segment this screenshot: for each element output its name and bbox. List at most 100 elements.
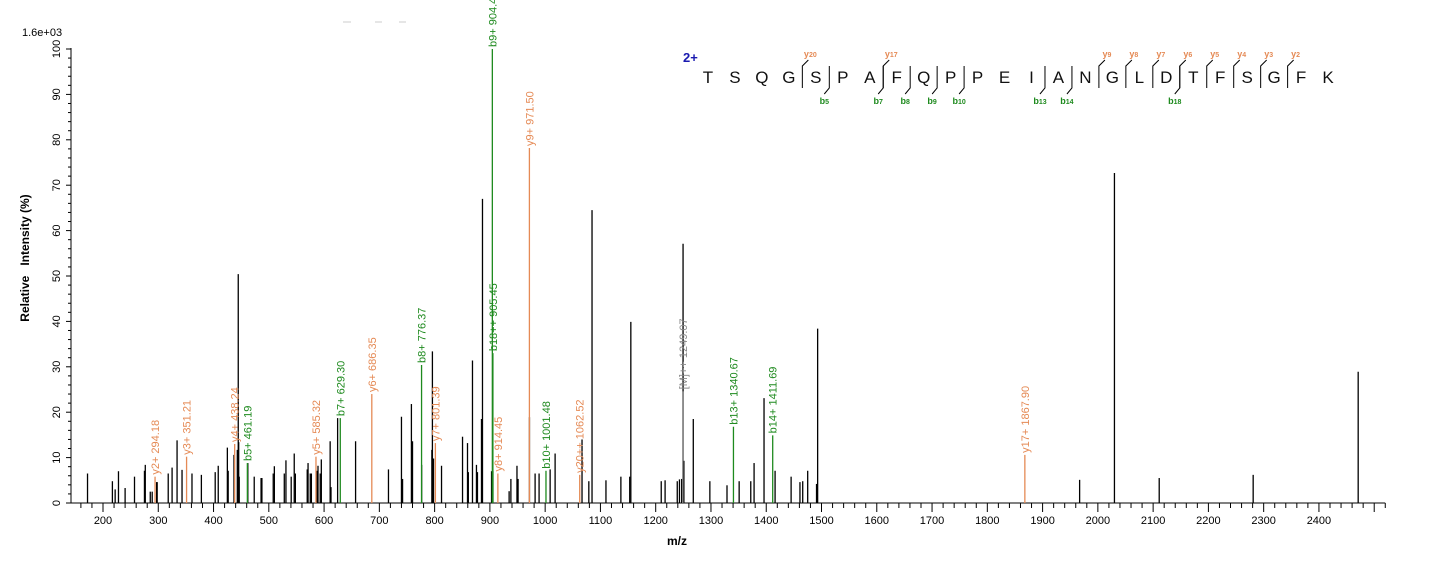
b-fragment-label: b14 <box>1060 96 1073 106</box>
y-fragment-marker <box>1125 59 1133 88</box>
y-fragment-marker <box>882 59 890 88</box>
residue: L <box>1135 68 1144 87</box>
x-tick-label: 700 <box>370 515 388 527</box>
y-tick-label: 10 <box>51 451 63 463</box>
x-tick-label: 2300 <box>1251 515 1275 527</box>
charge-state: 2+ <box>683 50 698 65</box>
y-fragment-label: y17 <box>885 49 898 59</box>
b-ion-peak-label: b9+ 904.43 <box>487 0 499 47</box>
x-tick-label: 2200 <box>1196 515 1220 527</box>
x-tick-label: 800 <box>425 515 443 527</box>
y-tick-label: 80 <box>51 134 63 146</box>
residue: P <box>837 68 848 87</box>
residue: T <box>1188 68 1198 87</box>
y-ion-peak-label: y3+ 351.21 <box>182 400 194 455</box>
b-fragment-label: b9 <box>927 96 937 106</box>
residue: N <box>1079 68 1091 87</box>
y-tick-label: 90 <box>51 88 63 100</box>
residue: I <box>1029 68 1034 87</box>
x-tick-label: 1400 <box>754 515 778 527</box>
y-ion-peak-label: y6+ 686.35 <box>367 337 379 392</box>
b-ion-peak-label: b5+ 461.19 <box>242 406 254 461</box>
b-fragment-marker <box>931 66 938 95</box>
y-ion-peak-label: y4+ 438.24 <box>230 387 242 442</box>
y-fragment-label: y8 <box>1129 49 1138 59</box>
residue: S <box>1242 68 1253 87</box>
y-ion-peak-label: y17+ 1867.90 <box>1020 386 1032 453</box>
residue: G <box>1268 68 1281 87</box>
residue: G <box>782 68 795 87</box>
residue: P <box>945 68 956 87</box>
peaks <box>86 172 1359 503</box>
residue: Q <box>917 68 930 87</box>
y-axis-label: Relative Intensity (%) <box>18 194 32 321</box>
residue: D <box>1160 68 1172 87</box>
axes: 200 300 400 500 600 700 800 900 1000 1100 1200 1300… <box>51 40 1386 527</box>
y-fragment-label: y20 <box>804 49 817 59</box>
b-fragment-label: b5 <box>820 96 830 106</box>
y-fragment-marker <box>801 59 809 88</box>
y-fragment-label: y5 <box>1210 49 1219 59</box>
b-fragment-label: b7 <box>874 96 884 106</box>
residue: E <box>999 68 1010 87</box>
residue: F <box>1296 68 1306 87</box>
x-tick-label: 500 <box>260 515 278 527</box>
residue: F <box>892 68 902 87</box>
y-ion-peak-label: y2+ 294.18 <box>150 420 162 475</box>
y-fragment-marker <box>1152 59 1160 88</box>
residue: Q <box>755 68 768 87</box>
y-fragment-label: y3 <box>1264 49 1273 59</box>
residue: F <box>1215 68 1225 87</box>
x-tick-label: 1200 <box>643 515 667 527</box>
b-fragment-marker <box>958 66 965 95</box>
y-ion-peak-label: y20++ 1062.52 <box>575 399 587 472</box>
b-fragment-marker <box>1066 66 1073 95</box>
y-tick-label: 30 <box>51 361 63 373</box>
y-ion-peak-label: y7+ 801.39 <box>430 386 442 441</box>
b-fragment-label: b10 <box>952 96 965 106</box>
x-tick-label: 1600 <box>865 515 889 527</box>
y-fragment-marker <box>1098 59 1106 88</box>
x-tick-label: 400 <box>204 515 222 527</box>
residue: P <box>972 68 983 87</box>
y-tick-label: 0 <box>51 500 63 506</box>
intensity-scale-label: 1.6e+03 <box>22 27 62 39</box>
b-fragment-label: b18 <box>1168 96 1181 106</box>
y-fragment-label: y9 <box>1102 49 1111 59</box>
y-fragment-label: y2 <box>1291 49 1300 59</box>
y-ion-peak-label: y8+ 914.45 <box>493 417 505 472</box>
b-fragment-label: b13 <box>1033 96 1046 106</box>
y-fragment-label: y4 <box>1237 49 1246 59</box>
b-ion-peak-label: b8+ 776.37 <box>417 308 429 363</box>
x-tick-label: 1700 <box>920 515 944 527</box>
y-tick-label: 50 <box>51 270 63 282</box>
y-tick-label: 40 <box>51 315 63 327</box>
x-tick-label: 1900 <box>1030 515 1054 527</box>
x-tick-label: 600 <box>315 515 333 527</box>
b-ion-peak-label: b13+ 1340.67 <box>728 357 740 425</box>
b-ion-peak-label: b10+ 1001.48 <box>541 401 553 469</box>
precursor-ion-peak-label: [M]++ 1249.07 <box>678 318 690 389</box>
x-tick-label: 1500 <box>809 515 833 527</box>
y-fragment-label: y6 <box>1183 49 1192 59</box>
b-fragment-label: b8 <box>900 96 910 106</box>
residue: S <box>810 68 821 87</box>
b-ion-peak-label: b7+ 629.30 <box>335 361 347 416</box>
residue: K <box>1322 68 1334 87</box>
y-tick-label: 100 <box>51 40 63 58</box>
x-tick-label: 2100 <box>1141 515 1165 527</box>
residue: T <box>703 68 713 87</box>
y-ion-peak-label: y9+ 971.50 <box>524 91 536 146</box>
b-fragment-marker <box>823 66 830 95</box>
y-fragment-marker <box>1179 59 1187 88</box>
x-axis-label: m/z <box>667 534 687 548</box>
y-fragment-marker <box>1287 59 1294 88</box>
y-tick-label: 20 <box>51 406 63 418</box>
x-tick-label: 1800 <box>975 515 999 527</box>
x-tick-label: 2000 <box>1086 515 1110 527</box>
b-ion-peak-label: b14+ 1411.69 <box>768 367 780 434</box>
residue: G <box>1106 68 1119 87</box>
x-tick-label: 2400 <box>1307 515 1331 527</box>
